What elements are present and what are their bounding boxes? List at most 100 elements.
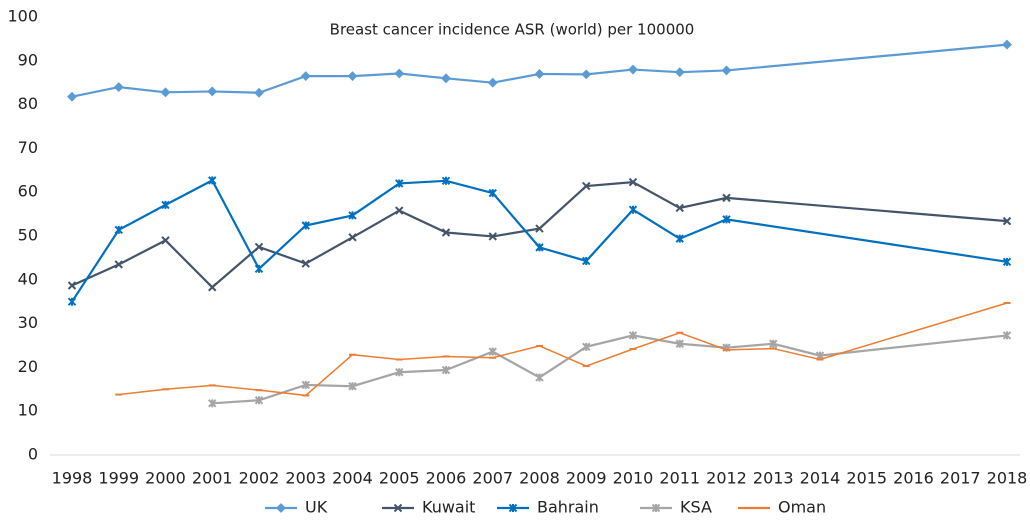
x-tick-label: 2000 [145, 469, 186, 488]
marker [535, 373, 544, 382]
legend-label: Bahrain [537, 498, 599, 517]
marker [769, 339, 778, 348]
marker [488, 347, 497, 356]
marker [301, 221, 310, 230]
x-tick-label: 2006 [426, 469, 467, 488]
series-line [71, 178, 1008, 303]
x-tick-label: 2016 [893, 469, 934, 488]
marker [508, 503, 518, 513]
marker [348, 382, 357, 391]
x-tick-label: 1998 [52, 469, 93, 488]
marker [67, 297, 77, 306]
marker [348, 211, 357, 220]
x-tick-label: 2012 [706, 469, 747, 488]
y-tick-label: 10 [18, 401, 38, 420]
marker [208, 176, 217, 185]
y-tick-label: 100 [7, 7, 38, 26]
y-tick-label: 30 [18, 313, 38, 332]
series-line [212, 334, 1008, 405]
x-tick-label: 2007 [472, 469, 513, 488]
marker [441, 73, 451, 84]
x-tick-label: 2004 [332, 469, 373, 488]
marker [395, 206, 404, 215]
marker [395, 179, 404, 188]
y-tick-label: 60 [18, 182, 38, 201]
y-tick-label: 50 [18, 226, 38, 245]
marker [348, 233, 357, 242]
marker [67, 91, 77, 102]
marker [488, 188, 497, 198]
y-tick-label: 0 [28, 445, 38, 464]
marker [441, 228, 451, 237]
marker [441, 176, 451, 186]
marker [301, 380, 310, 390]
marker [722, 193, 731, 203]
x-tick-label: 2015 [846, 469, 887, 488]
marker [161, 200, 170, 210]
legend-label: Oman [778, 498, 826, 517]
x-tick-label: 2009 [566, 469, 607, 488]
marker [674, 67, 685, 78]
y-tick-label: 40 [18, 269, 38, 288]
marker [254, 264, 264, 274]
marker [651, 503, 661, 513]
marker [67, 281, 77, 290]
marker [488, 232, 497, 241]
marker [582, 342, 591, 352]
marker [160, 87, 171, 98]
marker [113, 82, 124, 92]
marker [254, 87, 264, 98]
marker [441, 365, 451, 375]
series-line [71, 181, 1008, 289]
marker [394, 68, 405, 79]
y-tick-label: 80 [18, 94, 38, 113]
marker [487, 77, 498, 88]
marker [535, 243, 544, 252]
marker [675, 339, 684, 348]
x-tick-label: 2014 [800, 469, 841, 488]
marker [628, 331, 638, 340]
legend-label: KSA [680, 498, 712, 517]
marker [1002, 257, 1012, 267]
marker [347, 71, 358, 82]
marker [207, 86, 218, 97]
y-tick-label: 70 [18, 138, 38, 157]
marker [722, 215, 731, 224]
marker [301, 259, 310, 268]
marker [1002, 39, 1012, 50]
x-tick-label: 1999 [98, 469, 139, 488]
marker [276, 503, 286, 513]
marker [1002, 216, 1012, 226]
marker [114, 260, 123, 269]
series-line [71, 43, 1008, 98]
x-tick-label: 2001 [192, 469, 233, 488]
marker [815, 351, 825, 360]
marker [628, 64, 638, 75]
marker [721, 65, 732, 76]
marker [114, 225, 123, 235]
x-tick-label: 2005 [379, 469, 420, 488]
marker [161, 236, 170, 245]
y-tick-label: 20 [18, 357, 38, 376]
marker [582, 181, 591, 191]
marker [395, 368, 404, 377]
x-tick-label: 2003 [285, 469, 326, 488]
marker [582, 256, 591, 266]
x-tick-label: 2013 [753, 469, 794, 488]
legend-label: Kuwait [422, 498, 475, 517]
marker [628, 205, 638, 214]
x-tick-label: 2008 [519, 469, 560, 488]
marker [628, 177, 638, 187]
chart-title: Breast cancer incidence ASR (world) per … [330, 21, 695, 39]
marker [581, 69, 592, 80]
marker [300, 71, 311, 82]
x-tick-label: 2018 [987, 469, 1028, 488]
marker [208, 399, 217, 408]
marker [535, 224, 544, 233]
x-tick-label: 2010 [613, 469, 654, 488]
x-tick-label: 2011 [659, 469, 700, 488]
marker [675, 203, 684, 213]
marker [675, 234, 684, 243]
